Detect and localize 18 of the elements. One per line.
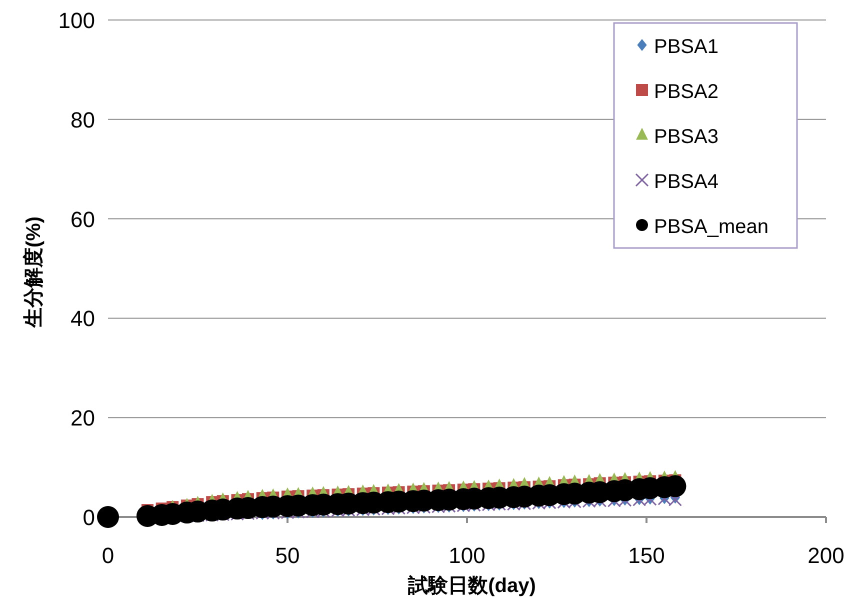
legend-label: PBSA1	[654, 36, 718, 58]
legend-label: PBSA3	[654, 126, 718, 148]
x-tick-label: 150	[628, 543, 665, 568]
legend-label: PBSA_mean	[654, 216, 769, 238]
y-tick-label: 40	[70, 306, 95, 332]
x-tick-label: 0	[102, 543, 114, 568]
legend-label: PBSA4	[654, 171, 718, 193]
y-axis-title: 生分解度(%)	[22, 216, 45, 329]
x-axis-title: 試験日数(day)	[407, 574, 536, 597]
legend-label: PBSA2	[654, 81, 718, 103]
y-tick-label: 0	[82, 505, 95, 530]
x-tick-label: 200	[808, 543, 844, 568]
y-tick-label: 20	[70, 406, 95, 431]
x-tick-label: 100	[448, 543, 486, 568]
y-tick-label: 60	[70, 206, 95, 232]
x-tick-label: 50	[275, 543, 300, 568]
y-tick-label: 80	[70, 107, 95, 132]
y-tick-label: 100	[58, 8, 95, 33]
